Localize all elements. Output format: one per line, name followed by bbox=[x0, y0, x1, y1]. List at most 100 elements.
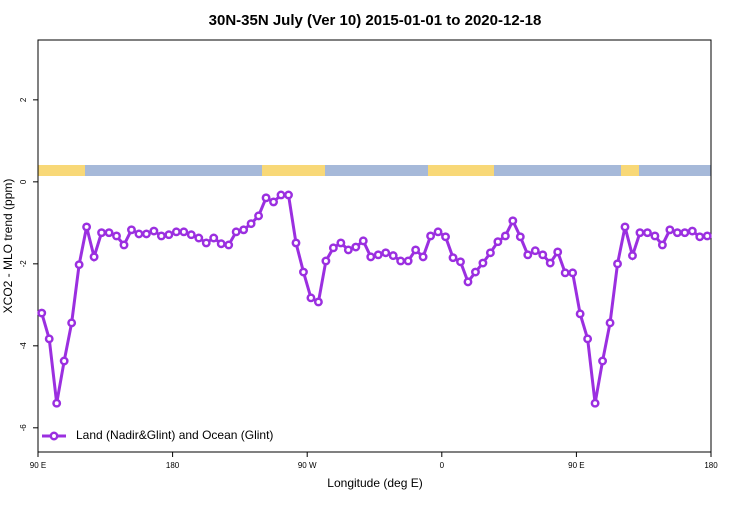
data-point bbox=[239, 225, 249, 235]
data-point bbox=[500, 231, 510, 241]
data-point bbox=[328, 243, 338, 253]
data-point bbox=[441, 232, 450, 242]
y-tick-label: -2 bbox=[19, 260, 28, 268]
x-tick-label: 90 W bbox=[298, 461, 317, 470]
data-point bbox=[590, 398, 600, 408]
data-point bbox=[538, 250, 548, 260]
data-point bbox=[426, 231, 436, 241]
data-point bbox=[523, 250, 533, 260]
plot-background bbox=[38, 40, 711, 452]
data-point bbox=[149, 226, 159, 236]
data-point bbox=[680, 228, 690, 238]
data-point bbox=[403, 256, 413, 266]
land-strip bbox=[38, 165, 85, 176]
y-tick-label: 0 bbox=[19, 179, 28, 184]
data-point bbox=[411, 245, 421, 255]
data-point bbox=[44, 334, 54, 344]
land-strip bbox=[428, 165, 494, 176]
data-point bbox=[179, 227, 189, 237]
data-point bbox=[52, 398, 62, 408]
ocean-strip bbox=[38, 165, 711, 176]
data-point bbox=[553, 247, 563, 257]
data-point bbox=[306, 293, 316, 303]
data-point bbox=[119, 240, 129, 250]
data-point bbox=[299, 267, 308, 277]
data-point bbox=[127, 225, 136, 235]
data-point bbox=[336, 238, 346, 248]
data-point bbox=[284, 190, 293, 200]
x-axis-label: Longitude (deg E) bbox=[327, 476, 422, 490]
data-point bbox=[224, 240, 234, 250]
data-point bbox=[351, 242, 361, 252]
data-point bbox=[478, 258, 488, 268]
data-point bbox=[89, 252, 99, 262]
data-point bbox=[493, 237, 503, 247]
data-point bbox=[74, 260, 84, 270]
data-point bbox=[381, 248, 391, 258]
data-point bbox=[695, 232, 705, 242]
data-point bbox=[216, 239, 226, 249]
data-point bbox=[231, 227, 241, 237]
y-tick-label: -4 bbox=[19, 342, 28, 350]
y-tick-label: 2 bbox=[19, 97, 28, 102]
data-point bbox=[261, 193, 271, 203]
data-point bbox=[515, 232, 525, 242]
data-point bbox=[456, 257, 465, 267]
data-point bbox=[545, 258, 555, 268]
data-point bbox=[156, 231, 166, 241]
data-point bbox=[665, 225, 675, 235]
data-point bbox=[37, 308, 47, 318]
data-point bbox=[254, 211, 264, 221]
x-tick-label: 180 bbox=[166, 461, 180, 470]
data-point bbox=[568, 268, 578, 278]
data-point bbox=[313, 297, 323, 307]
data-point bbox=[366, 252, 376, 262]
data-point bbox=[276, 190, 286, 200]
data-point bbox=[388, 251, 398, 261]
land-strip bbox=[262, 165, 325, 176]
legend-swatch-marker bbox=[49, 431, 59, 441]
data-point bbox=[583, 334, 593, 344]
data-point bbox=[358, 236, 368, 246]
data-point bbox=[433, 227, 443, 237]
data-point bbox=[418, 252, 428, 262]
data-point bbox=[186, 230, 196, 240]
data-point bbox=[164, 230, 174, 240]
data-point bbox=[613, 259, 622, 269]
y-axis-label: XCO2 - MLO trend (ppm) bbox=[1, 179, 15, 314]
land-ocean-band bbox=[38, 165, 711, 176]
data-point bbox=[201, 238, 211, 248]
plot-frame bbox=[37, 39, 712, 453]
data-point bbox=[628, 251, 637, 261]
data-point bbox=[67, 318, 77, 328]
data-point bbox=[343, 245, 353, 255]
x-tick-label: 90 E bbox=[30, 461, 46, 470]
data-point bbox=[508, 216, 518, 226]
data-point bbox=[642, 228, 652, 238]
data-point bbox=[575, 309, 585, 319]
data-point bbox=[560, 268, 570, 278]
chart-title: 30N-35N July (Ver 10) 2015-01-01 to 2020… bbox=[209, 12, 542, 29]
data-point bbox=[530, 246, 540, 256]
land-strip bbox=[621, 165, 639, 176]
data-point bbox=[687, 226, 697, 236]
x-tick-label: 90 E bbox=[568, 461, 584, 470]
data-point bbox=[463, 277, 473, 287]
data-point bbox=[291, 238, 301, 248]
data-point bbox=[141, 229, 151, 239]
data-point bbox=[605, 318, 615, 328]
data-point bbox=[269, 197, 278, 207]
data-point bbox=[373, 250, 383, 260]
data-point bbox=[134, 229, 144, 239]
data-point bbox=[598, 356, 608, 366]
data-point bbox=[448, 253, 458, 263]
data-point bbox=[112, 231, 121, 241]
data-point bbox=[246, 219, 256, 229]
data-point bbox=[82, 222, 92, 232]
x-tick-label: 180 bbox=[704, 461, 718, 470]
data-point bbox=[485, 248, 495, 258]
x-tick-label: 0 bbox=[440, 461, 445, 470]
data-point bbox=[209, 233, 219, 243]
data-point bbox=[396, 256, 406, 266]
